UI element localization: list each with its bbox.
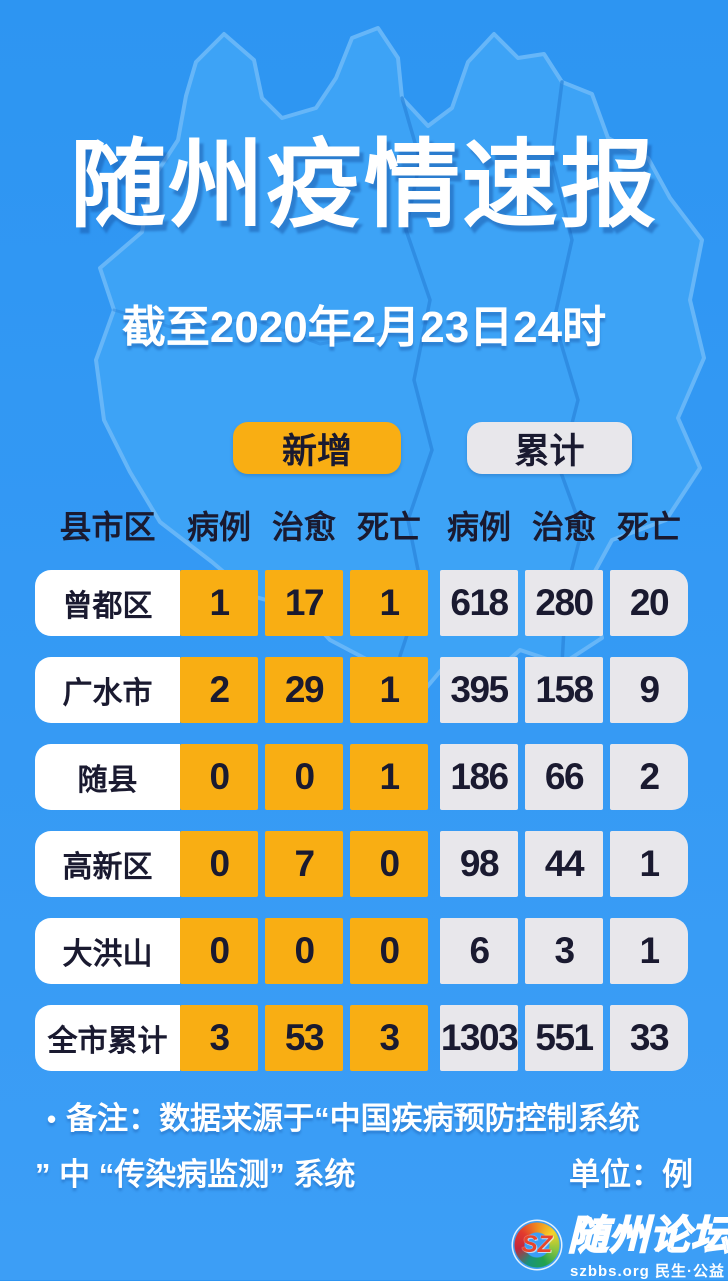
header-new-cases: 病例 bbox=[186, 509, 251, 545]
row-cum-cases: 618 bbox=[440, 570, 518, 636]
row-new-cases: 1 bbox=[180, 570, 258, 636]
row-new-cases: 0 bbox=[180, 918, 258, 984]
row-new-cases: 2 bbox=[180, 657, 258, 723]
header-cum-deaths: 死亡 bbox=[616, 509, 681, 545]
row-cum-cured: 44 bbox=[525, 831, 603, 897]
row-region-name: 曾都区 bbox=[35, 570, 180, 636]
row-cum-cured: 158 bbox=[525, 657, 603, 723]
badge-new: 新增 bbox=[233, 422, 401, 474]
row-cum-cured: 3 bbox=[525, 918, 603, 984]
header-cum-cured: 治愈 bbox=[531, 509, 596, 545]
note-text-1: 备注：数据来源于“中国疾病预防控制系统 bbox=[66, 1101, 640, 1136]
logo-monogram: SZ bbox=[521, 1231, 553, 1258]
row-region-name: 全市累计 bbox=[35, 1005, 180, 1071]
header-new-deaths: 死亡 bbox=[356, 509, 421, 545]
map-outline bbox=[94, 26, 706, 708]
row-new-cured: 0 bbox=[265, 918, 343, 984]
table-row: 全市累计 3 53 3 1303 551 33 bbox=[35, 1005, 693, 1071]
note-line2: ” 中 “传染病监测” 系统 单位：例 bbox=[35, 1154, 693, 1196]
row-cum-deaths: 2 bbox=[610, 744, 688, 810]
row-new-cured: 53 bbox=[265, 1005, 343, 1071]
row-region-name: 随县 bbox=[35, 744, 180, 810]
header-new-cured: 治愈 bbox=[271, 509, 336, 545]
table-row: 大洪山 0 0 0 6 3 1 bbox=[35, 918, 693, 984]
row-new-deaths: 1 bbox=[350, 657, 428, 723]
row-cum-cured: 66 bbox=[525, 744, 603, 810]
page-title: 随州疫情速报 bbox=[70, 132, 658, 239]
row-new-deaths: 3 bbox=[350, 1005, 428, 1071]
row-new-deaths: 0 bbox=[350, 831, 428, 897]
stats-table: 县市区 病例 治愈 死亡 病例 治愈 死亡 曾都区 1 17 1 618 280… bbox=[35, 503, 693, 1092]
row-new-deaths: 1 bbox=[350, 570, 428, 636]
table-row: 广水市 2 29 1 395 158 9 bbox=[35, 657, 693, 723]
table-row: 高新区 0 7 0 98 44 1 bbox=[35, 831, 693, 897]
row-cum-deaths: 20 bbox=[610, 570, 688, 636]
logo-name: 随州论坛 bbox=[567, 1214, 728, 1258]
bullet-icon: • bbox=[47, 1104, 57, 1134]
header-cum-cases: 病例 bbox=[446, 509, 511, 545]
table-row: 曾都区 1 17 1 618 280 20 bbox=[35, 570, 693, 636]
table-header-row: 县市区 病例 治愈 死亡 病例 治愈 死亡 bbox=[35, 503, 693, 547]
row-cum-deaths: 1 bbox=[610, 831, 688, 897]
note-line1: • 备注：数据来源于“中国疾病预防控制系统 bbox=[35, 1098, 693, 1140]
row-cum-deaths: 1 bbox=[610, 918, 688, 984]
row-new-cases: 0 bbox=[180, 744, 258, 810]
row-cum-cured: 280 bbox=[525, 570, 603, 636]
row-cum-deaths: 9 bbox=[610, 657, 688, 723]
row-cum-deaths: 33 bbox=[610, 1005, 688, 1071]
forum-logo: SZ 随州论坛 szbbs.org 民生·公益 bbox=[512, 1214, 728, 1280]
note-text-2: ” 中 “传染病监测” 系统 bbox=[35, 1157, 356, 1192]
row-cum-cases: 98 bbox=[440, 831, 518, 897]
unit-label: 单位：例 bbox=[569, 1157, 693, 1192]
row-cum-cases: 186 bbox=[440, 744, 518, 810]
row-new-cases: 0 bbox=[180, 831, 258, 897]
date-subtitle: 截至2020年2月23日24时 bbox=[121, 303, 607, 352]
table-row: 随县 0 0 1 186 66 2 bbox=[35, 744, 693, 810]
map-inner-border-west bbox=[398, 96, 434, 658]
row-new-deaths: 0 bbox=[350, 918, 428, 984]
row-cum-cases: 6 bbox=[440, 918, 518, 984]
map-inner-border-southwest bbox=[112, 308, 408, 346]
badge-cumulative: 累计 bbox=[467, 422, 632, 474]
row-new-cured: 7 bbox=[265, 831, 343, 897]
row-cum-cases: 395 bbox=[440, 657, 518, 723]
row-cum-cases: 1303 bbox=[440, 1005, 519, 1071]
logo-ring-icon bbox=[514, 1222, 560, 1268]
note: • 备注：数据来源于“中国疾病预防控制系统 ” 中 “传染病监测” 系统 单位：… bbox=[35, 1098, 693, 1196]
logo-caption: szbbs.org 民生·公益 bbox=[570, 1263, 726, 1280]
row-new-cured: 29 bbox=[265, 657, 343, 723]
table-rows: 曾都区 1 17 1 618 280 20 广水市 2 29 1 395 158… bbox=[35, 570, 693, 1071]
row-region-name: 大洪山 bbox=[35, 918, 180, 984]
row-region-name: 高新区 bbox=[35, 831, 180, 897]
header-region: 县市区 bbox=[59, 509, 156, 545]
row-new-cases: 3 bbox=[180, 1005, 258, 1071]
row-new-cured: 17 bbox=[265, 570, 343, 636]
row-new-deaths: 1 bbox=[350, 744, 428, 810]
row-region-name: 广水市 bbox=[35, 657, 180, 723]
row-cum-cured: 551 bbox=[525, 1005, 603, 1071]
row-new-cured: 0 bbox=[265, 744, 343, 810]
